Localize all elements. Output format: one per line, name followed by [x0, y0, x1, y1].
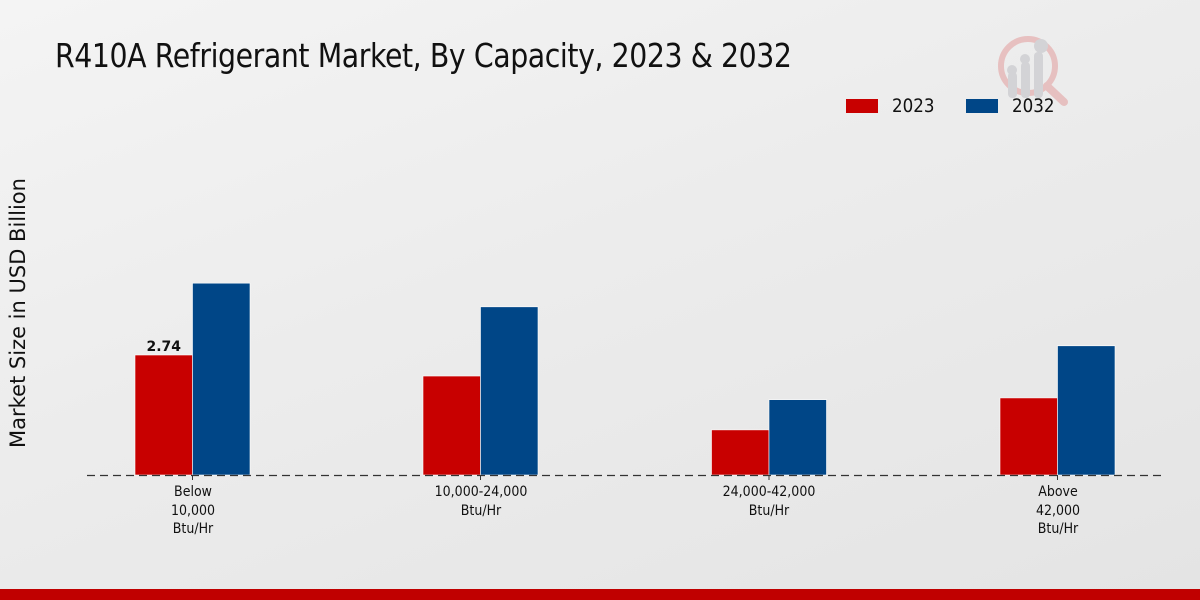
x-tick-label-line: 24,000-42,000 — [722, 484, 816, 500]
bars-group — [134, 282, 1116, 476]
bar-2032-2 — [768, 399, 827, 476]
x-ticks-group — [192, 475, 1058, 480]
x-tick-label-line: Above — [1037, 484, 1078, 500]
x-tick-label-0: Below 10,000 Btu/Hr — [121, 483, 265, 539]
x-tick-label-1: 10,000-24,000 Btu/Hr — [409, 483, 553, 520]
x-tick-label-line: 42,000 — [1035, 502, 1080, 519]
bar-2023-3 — [999, 397, 1058, 476]
footer-accent-bar — [0, 589, 1200, 600]
legend-swatch-2023 — [846, 99, 878, 113]
analytics-magnifier-logo-icon — [998, 36, 1068, 106]
chart-title: R410A Refrigerant Market, By Capacity, 2… — [55, 36, 792, 75]
bar-2032-3 — [1057, 345, 1116, 476]
x-tick-label-2: 24,000-42,000 Btu/Hr — [697, 483, 841, 520]
legend-label-2023: 2023 — [892, 95, 935, 117]
bar-2032-0 — [192, 282, 251, 476]
x-tick-label-line: Btu/Hr — [748, 502, 790, 519]
data-label-0: 2.74 — [146, 339, 181, 355]
bar-2023-1 — [422, 375, 481, 476]
x-tick-label-line: Btu/Hr — [460, 502, 501, 519]
legend-item-2032: 2032 — [966, 95, 1060, 117]
x-tick-label-3: Above 42,000 Btu/Hr — [986, 483, 1130, 539]
data-labels-group: 2.74 — [146, 339, 181, 355]
x-tick-label-line: Btu/Hr — [172, 521, 213, 537]
bar-2023-2 — [711, 429, 770, 476]
x-tick-label-line: 10,000 — [170, 502, 215, 519]
x-tick-label-line: Below — [173, 484, 212, 500]
legend-item-2023: 2023 — [846, 95, 940, 117]
bar-2023-0 — [134, 354, 193, 476]
x-tick-label-line: Btu/Hr — [1037, 521, 1078, 537]
x-tick-label-line: 10,000-24,000 — [434, 484, 527, 500]
legend-label-2032: 2032 — [1012, 95, 1055, 117]
bar-2032-1 — [480, 306, 539, 476]
legend-swatch-2032 — [966, 99, 998, 113]
